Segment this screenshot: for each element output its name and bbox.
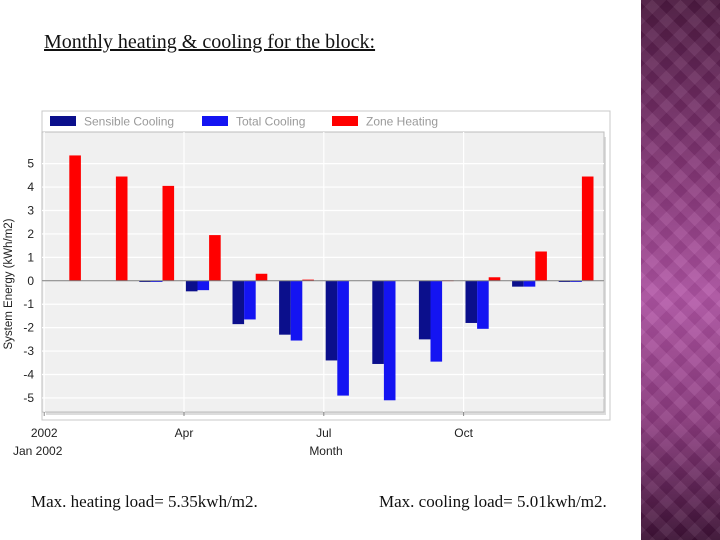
bar-sensible-cooling-nov bbox=[512, 280, 524, 287]
plot-area bbox=[41, 131, 605, 413]
y-tick-label: 4 bbox=[27, 180, 34, 194]
bar-total-cooling-oct bbox=[477, 280, 489, 329]
x-tick-label: Jul bbox=[316, 426, 331, 440]
bar-sensible-cooling-sep bbox=[418, 280, 431, 340]
bar-sensible-cooling-dec bbox=[558, 280, 571, 282]
bar-zone-heating-jun bbox=[302, 279, 314, 281]
y-tick-label: 3 bbox=[27, 203, 34, 217]
legend-swatch bbox=[50, 116, 76, 126]
bar-total-cooling-sep bbox=[430, 280, 443, 362]
x-start-label: Jan 2002 bbox=[13, 444, 63, 458]
x-tick-label: Apr bbox=[175, 426, 194, 440]
bar-zone-heating-apr bbox=[209, 235, 221, 281]
y-axis-label: System Energy (kWh/m2) bbox=[3, 218, 15, 349]
y-tick-label: 5 bbox=[27, 157, 34, 171]
x-tick-label: 2002 bbox=[31, 426, 58, 440]
bar-sensible-cooling-may bbox=[232, 280, 245, 325]
bar-zone-heating-may bbox=[255, 273, 268, 281]
bar-zone-heating-oct bbox=[488, 277, 501, 281]
chart-svg: 5 4 3 2 1 0 -1 -2 -3 -4 -5 2002 Apr Jul Oct Sensible … bbox=[3, 110, 611, 458]
bar-sensible-cooling-jul bbox=[325, 280, 338, 361]
bar-total-cooling-nov bbox=[523, 280, 536, 287]
bar-total-cooling-dec bbox=[570, 280, 582, 282]
bar-sensible-cooling-jun bbox=[279, 280, 291, 335]
bar-total-cooling-apr bbox=[197, 280, 210, 291]
legend-label: Sensible Cooling bbox=[84, 115, 174, 129]
y-tick-label: -4 bbox=[23, 368, 34, 382]
bar-sensible-cooling-aug bbox=[372, 280, 384, 364]
y-tick-labels: 5 4 3 2 1 0 -1 -2 -3 -4 -5 bbox=[23, 157, 34, 405]
bar-total-cooling-may bbox=[244, 280, 256, 320]
bar-total-cooling-jun bbox=[290, 280, 303, 341]
bar-zone-heating-dec bbox=[581, 176, 594, 281]
legend: Sensible Cooling Total Cooling Zone Heatin… bbox=[50, 115, 438, 129]
bars bbox=[69, 155, 594, 401]
bar-zone-heating-feb bbox=[115, 176, 128, 281]
bar-sensible-cooling-oct bbox=[465, 280, 478, 323]
y-tick-label: 2 bbox=[27, 227, 34, 241]
x-tick-label: Oct bbox=[454, 426, 473, 440]
x-axis-label: Month bbox=[309, 444, 342, 458]
bar-zone-heating-jan bbox=[69, 155, 81, 281]
legend-swatch bbox=[332, 116, 358, 126]
decorative-side-band bbox=[641, 0, 720, 540]
y-tick-label: -3 bbox=[23, 344, 34, 358]
bar-total-cooling-jul bbox=[337, 280, 349, 396]
y-tick-label: 1 bbox=[27, 250, 34, 264]
y-tick-label: 0 bbox=[27, 274, 34, 288]
y-tick-label: -1 bbox=[23, 297, 34, 311]
legend-label: Total Cooling bbox=[236, 115, 305, 129]
bar-sensible-cooling-mar bbox=[139, 280, 151, 282]
slide-title: Monthly heating & cooling for the block: bbox=[44, 31, 376, 53]
bar-zone-heating-mar bbox=[162, 185, 175, 281]
bar-total-cooling-mar bbox=[150, 280, 163, 282]
y-tick-label: -2 bbox=[23, 321, 34, 335]
max-heating-note: Max. heating load= 5.35kwh/m2. bbox=[31, 492, 258, 511]
energy-chart: 5 4 3 2 1 0 -1 -2 -3 -4 -5 2002 Apr Jul Oct Sensible … bbox=[0, 100, 625, 465]
x-tick-labels: 2002 Apr Jul Oct bbox=[31, 412, 474, 440]
max-cooling-note: Max. cooling load= 5.01kwh/m2. bbox=[379, 492, 607, 511]
bar-zone-heating-nov bbox=[535, 251, 547, 281]
legend-label: Zone Heating bbox=[366, 115, 438, 129]
bar-sensible-cooling-apr bbox=[185, 280, 198, 292]
bar-total-cooling-aug bbox=[383, 280, 396, 401]
y-tick-label: -5 bbox=[23, 391, 34, 405]
legend-swatch bbox=[202, 116, 228, 126]
